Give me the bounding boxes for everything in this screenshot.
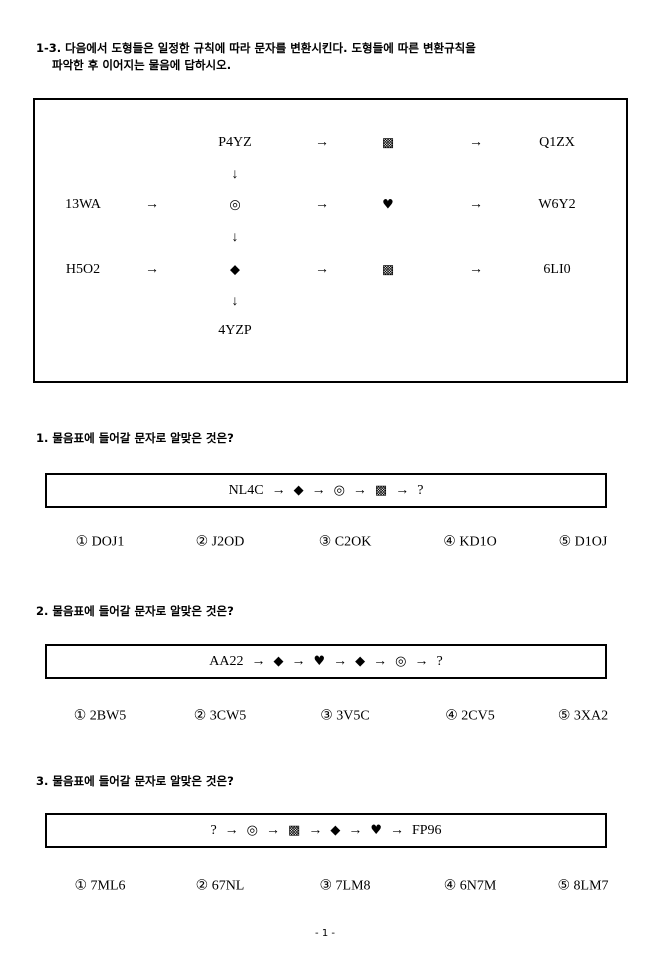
pattern-square-icon: ▩	[381, 262, 395, 278]
sequence: NL4C → ◆ → ◎ → ▩ →?	[47, 483, 605, 499]
sequence-token: ◆	[330, 822, 341, 838]
arrow-right-icon: →	[315, 135, 329, 150]
sequence-token: →	[311, 482, 326, 498]
code-w6y2: W6Y2	[538, 197, 576, 212]
sequence-token: ◎	[395, 653, 407, 669]
question-3-sequence-box: ? → ◎ → ▩ → ◆ → ♥ → FP96	[45, 813, 607, 848]
sequence-token: →	[348, 822, 363, 838]
sequence-token: →	[271, 482, 286, 498]
sequence: AA22 → ◆ → ♥ → ◆ → ◎ →?	[47, 654, 605, 670]
diamond-icon: ◆	[230, 262, 240, 278]
arrow-right-icon: →	[469, 262, 483, 277]
sequence-token: →	[224, 822, 239, 838]
sequence-token: ◆	[355, 653, 366, 669]
question-1-sequence-box: NL4C → ◆ → ◎ → ▩ →?	[45, 473, 607, 508]
answer-option[interactable]: ⑤ 8LM7	[557, 878, 609, 894]
answer-option[interactable]: ④ 2CV5	[445, 708, 495, 724]
sequence-token: ♥	[313, 653, 326, 669]
rule-diagram-box	[33, 98, 628, 383]
sequence-token: ?	[210, 822, 217, 838]
sequence-token: →	[395, 482, 410, 498]
question-2-sequence-box: AA22 → ◆ → ♥ → ◆ → ◎ →?	[45, 644, 607, 679]
sequence-token: ▩	[288, 822, 301, 838]
arrow-right-icon: →	[469, 135, 483, 150]
question-3-title: 3. 물음표에 들어갈 문자로 알맞은 것은?	[36, 774, 234, 788]
sequence-token: →	[414, 653, 429, 669]
arrow-right-icon: →	[145, 262, 159, 277]
pattern-square-icon: ▩	[381, 135, 395, 151]
answer-option[interactable]: ① 7ML6	[74, 878, 126, 894]
sequence: ? → ◎ → ▩ → ◆ → ♥ → FP96	[47, 823, 605, 839]
code-q1zx: Q1ZX	[539, 135, 575, 150]
sequence-token: FP96	[411, 822, 442, 838]
sequence-token: ?	[436, 653, 443, 669]
sequence-token: →	[352, 482, 367, 498]
answer-option[interactable]: ② 67NL	[195, 878, 245, 894]
code-13wa: 13WA	[65, 197, 101, 212]
question-1-title: 1. 물음표에 들어갈 문자로 알맞은 것은?	[36, 431, 234, 445]
instruction-line-2: 파악한 후 이어지는 물음에 답하시오.	[52, 58, 232, 72]
sequence-token: ◎	[333, 482, 345, 498]
sequence-token: NL4C	[228, 482, 264, 498]
sequence-token: AA22	[209, 653, 244, 669]
answer-option[interactable]: ③ 7LM8	[319, 878, 371, 894]
arrow-right-icon: →	[315, 262, 329, 277]
sequence-token: →	[291, 653, 306, 669]
answer-option[interactable]: ④ KD1O	[443, 534, 497, 550]
answer-option[interactable]: ② 3CW5	[193, 708, 247, 724]
answer-option[interactable]: ⑤ 3XA2	[557, 708, 609, 724]
arrow-down-icon: ↓	[231, 230, 239, 245]
answer-option[interactable]: ① DOJ1	[75, 534, 125, 550]
answer-option[interactable]: ④ 6N7M	[443, 878, 497, 894]
arrow-right-icon: →	[145, 197, 159, 212]
sequence-token: ◆	[293, 482, 304, 498]
arrow-right-icon: →	[469, 197, 483, 212]
sequence-token: ▩	[374, 482, 388, 498]
answer-option[interactable]: ③ 3V5C	[320, 708, 370, 724]
sequence-token: →	[251, 653, 266, 669]
code-p4yz: P4YZ	[218, 135, 252, 150]
sequence-token: ◎	[246, 822, 259, 838]
answer-option[interactable]: ⑤ D1OJ	[558, 534, 608, 550]
code-6li0: 6LI0	[543, 262, 571, 277]
page-number: - 1 -	[315, 928, 335, 939]
answer-option[interactable]: ① 2BW5	[73, 708, 127, 724]
instruction-line-1: 1-3. 다음에서 도형들은 일정한 규칙에 따라 문자를 변환시킨다. 도형들…	[36, 41, 476, 55]
sequence-token: →	[373, 653, 388, 669]
sequence-token: ◆	[273, 653, 284, 669]
arrow-right-icon: →	[315, 197, 329, 212]
answer-option[interactable]: ② J2OD	[195, 534, 245, 550]
answer-option[interactable]: ③ C2OK	[318, 534, 372, 550]
code-4yzp: 4YZP	[218, 323, 252, 338]
sequence-token: →	[308, 822, 323, 838]
sequence-token: ?	[417, 482, 424, 498]
double-circle-icon: ◎	[229, 197, 241, 213]
sequence-token: →	[333, 653, 348, 669]
arrow-down-icon: ↓	[231, 167, 239, 182]
sequence-token: →	[266, 822, 281, 838]
arrow-down-icon: ↓	[231, 294, 239, 309]
heart-icon: ♥	[382, 197, 394, 213]
sequence-token: ♥	[370, 822, 382, 838]
question-2-title: 2. 물음표에 들어갈 문자로 알맞은 것은?	[36, 604, 234, 618]
sequence-token: →	[389, 822, 404, 838]
code-h5o2: H5O2	[65, 262, 101, 277]
